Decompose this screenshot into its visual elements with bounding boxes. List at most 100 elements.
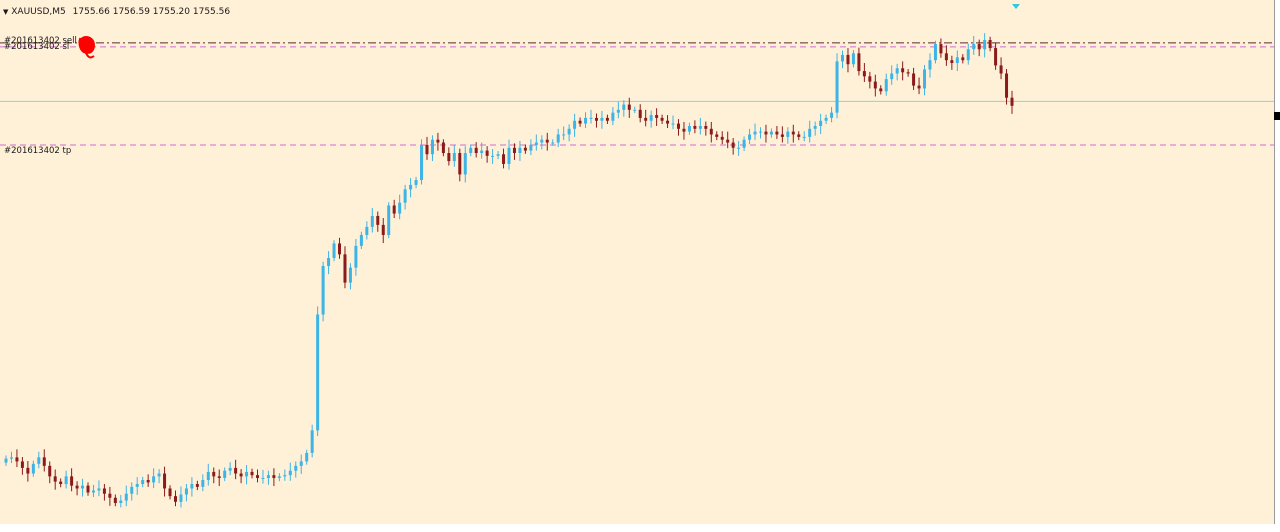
candle-body [4,458,8,463]
candle-body [988,40,992,49]
candle-body [846,54,850,65]
price-axis[interactable] [1275,0,1280,524]
candle-body [644,117,648,121]
candle-body [912,73,916,86]
candle-body [305,452,309,462]
candle-body [551,142,555,144]
candle-body [518,147,522,154]
candle-body [299,461,303,466]
candle-body [862,71,866,77]
candle-body [102,488,106,494]
candle-body [398,202,402,214]
candle-body [190,484,194,489]
candle-body [627,104,631,110]
candle-body [830,112,834,118]
candle-body [316,314,320,431]
candle-body [491,155,495,157]
candle-body [813,125,817,129]
candle-body [152,476,156,483]
candle-body [206,471,210,480]
candle-body [933,44,937,61]
annotation-tail [85,52,95,59]
candle-body [75,485,79,489]
time-axis[interactable] [0,525,1280,532]
candle-body [441,142,445,154]
candle-body [1005,73,1009,98]
candle-body [108,493,112,498]
candle-body [923,69,927,89]
candle-body [671,123,675,125]
candle-body [20,461,24,468]
candle-body [972,44,976,50]
candle-body [622,104,626,110]
candle-body [359,234,363,246]
candle-body [31,463,35,474]
candle-body [343,254,347,283]
candle-body [769,131,773,135]
candle-body [704,125,708,129]
candle-body [895,68,899,74]
annotation-blob [78,36,95,54]
candle-body [884,79,888,92]
candle-body [507,147,511,164]
candle-body [447,153,451,162]
candle-body [759,131,762,133]
candle-body [819,120,823,126]
candle-body [742,139,746,148]
candle-body [332,243,336,258]
candle-body [523,147,527,151]
candle-body [173,496,177,502]
candle-body [146,479,150,483]
candle-body [392,205,396,214]
candle-body [124,493,128,501]
candle-body [666,120,670,124]
candle-body [310,430,314,453]
candle-body [649,115,653,121]
candle-body [119,500,123,503]
candle-body [600,117,604,121]
candle-body [86,485,90,493]
candle-body [939,44,943,54]
candle-body [950,60,954,64]
candle-body [594,117,598,121]
candle-body [53,476,57,482]
candle-body [994,48,998,66]
candle-body [163,473,167,489]
candle-body [731,142,735,148]
candle-body [184,488,188,495]
candle-body [873,81,877,89]
candle-body [348,267,352,283]
candle-body [720,136,724,140]
candle-body [879,88,883,92]
candle-body [228,467,232,471]
candle-body [387,205,391,235]
candle-body [59,481,63,485]
candle-body [223,470,227,478]
candle-body [901,68,905,73]
candle-body [420,144,424,181]
candle-body [130,486,134,494]
candle-body [201,479,205,487]
candle-body [562,134,566,136]
candle-body [682,128,686,132]
chevron-down-icon[interactable]: ▼ [3,8,9,16]
sl-level-label: #201613402 sl [4,42,70,52]
candle-body [808,128,812,137]
candle-body [545,139,549,143]
candle-body [616,109,620,113]
candle-body [791,131,795,135]
candle-body [999,65,1003,74]
candle-body [802,136,806,138]
candle-body [217,476,221,478]
candle-body [977,44,981,50]
candle-body [430,139,434,155]
candle-body [780,134,784,137]
candle-body [168,488,172,497]
candle-body [955,57,959,64]
candle-body [502,154,506,164]
candle-body [288,470,292,476]
candle-body [469,147,473,154]
